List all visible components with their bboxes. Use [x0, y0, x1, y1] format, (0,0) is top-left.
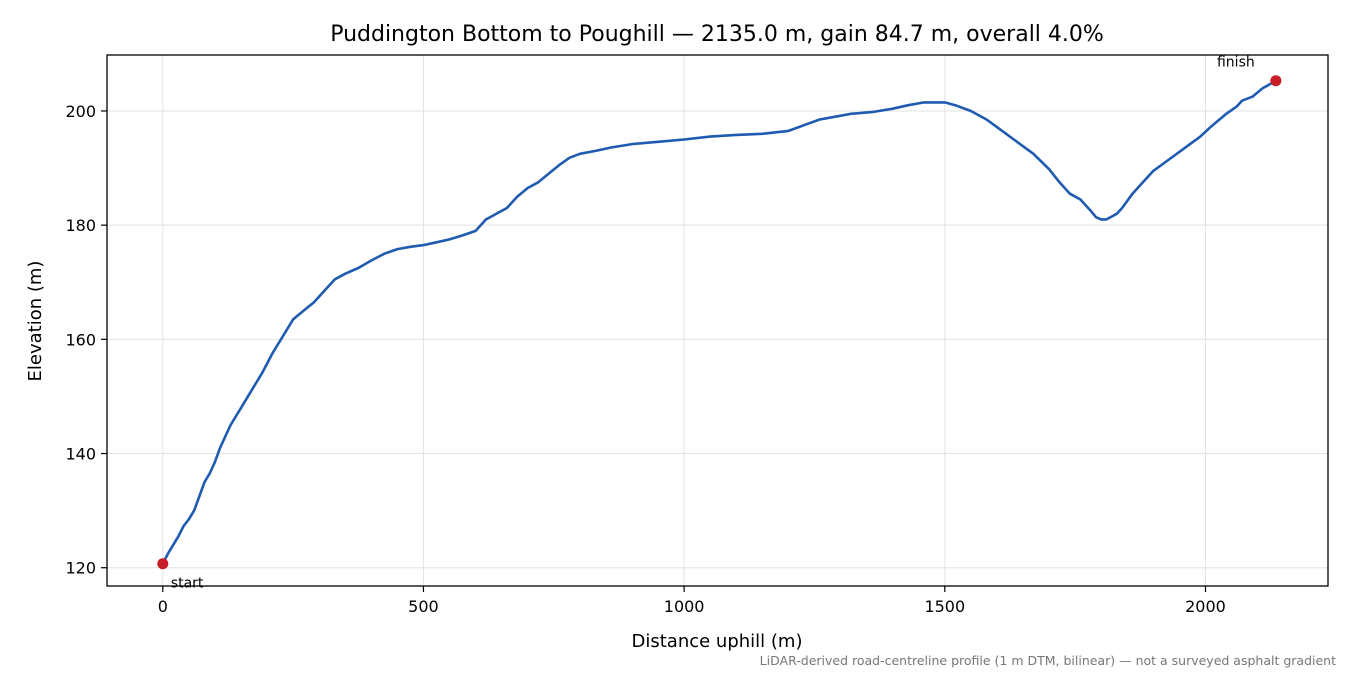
- y-tick-label: 160: [65, 330, 96, 349]
- y-tick-label: 180: [65, 216, 96, 235]
- elevation-series-line: [161, 79, 1278, 565]
- x-tick-label: 2000: [1185, 597, 1226, 616]
- x-tick-label: 500: [408, 597, 439, 616]
- x-axis-label: Distance uphill (m): [632, 631, 803, 652]
- grid-lines: [107, 55, 1328, 586]
- chart-title: Puddington Bottom to Poughill — 2135.0 m…: [330, 22, 1104, 47]
- y-tick-label: 140: [65, 445, 96, 464]
- plot-area-frame: [106, 54, 1329, 587]
- start-marker: [157, 558, 169, 570]
- y-tick-label: 120: [65, 559, 96, 578]
- x-tick-label: 0: [158, 597, 168, 616]
- x-tick-label: 1000: [664, 597, 705, 616]
- finish-annotation: finish: [1217, 55, 1255, 71]
- y-tick-label: 200: [65, 102, 96, 121]
- y-axis: 120 140 160 180 200: [65, 102, 107, 578]
- start-annotation: start: [171, 576, 204, 592]
- y-axis-label: Elevation (m): [25, 261, 46, 382]
- data-source-footnote: LiDAR-derived road-centreline profile (1…: [760, 653, 1336, 668]
- x-axis: 0 500 1000 1500 2000: [158, 586, 1226, 616]
- finish-marker: [1270, 75, 1282, 87]
- x-tick-label: 1500: [924, 597, 965, 616]
